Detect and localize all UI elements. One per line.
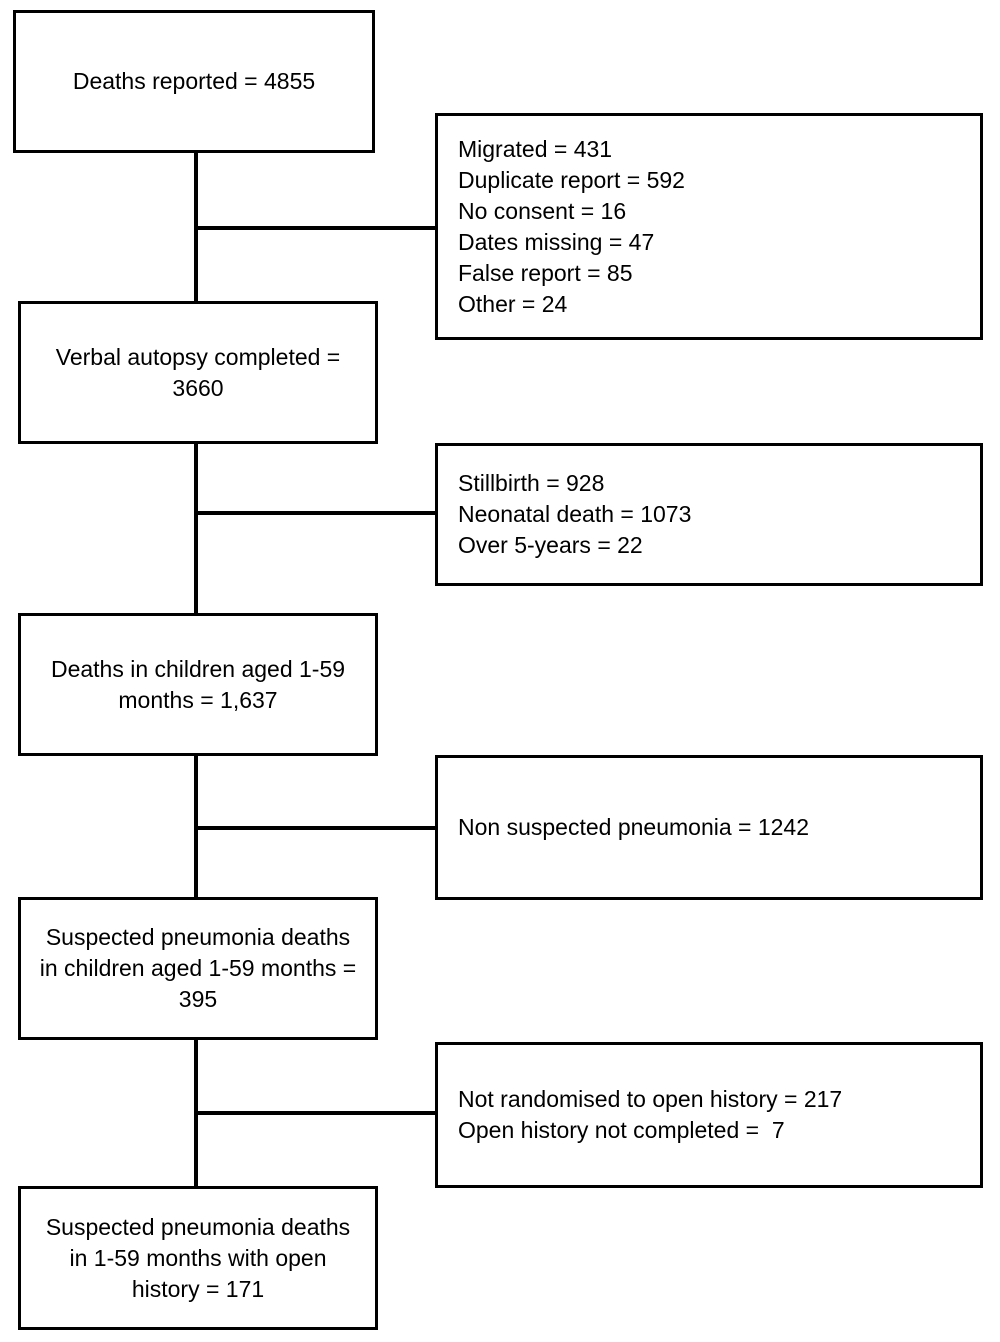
box-deaths-children-1-59-months-text: Deaths in children aged 1-59 months = 1,… bbox=[50, 655, 346, 713]
box-exclusions-age-group-text: Stillbirth = 928 Neonatal death = 1073 O… bbox=[458, 470, 692, 558]
box-exclusions-non-suspected-pneumonia-text: Non suspected pneumonia = 1242 bbox=[458, 814, 810, 840]
box-suspected-pneumonia-open-history-text: Suspected pneumonia deaths in 1-59 month… bbox=[45, 1213, 351, 1302]
connector-branch-1 bbox=[196, 226, 435, 230]
connector-vertical-2 bbox=[194, 444, 198, 613]
connector-branch-4 bbox=[196, 1111, 435, 1115]
connector-branch-3 bbox=[196, 826, 435, 830]
box-verbal-autopsy-completed-text: Verbal autopsy completed = 3660 bbox=[55, 343, 341, 401]
box-deaths-children-1-59-months: Deaths in children aged 1-59 months = 1,… bbox=[18, 613, 378, 756]
box-suspected-pneumonia-open-history: Suspected pneumonia deaths in 1-59 month… bbox=[18, 1186, 378, 1330]
box-exclusions-reporting: Migrated = 431 Duplicate report = 592 No… bbox=[435, 113, 983, 340]
box-verbal-autopsy-completed: Verbal autopsy completed = 3660 bbox=[18, 301, 378, 444]
box-exclusions-non-suspected-pneumonia: Non suspected pneumonia = 1242 bbox=[435, 755, 983, 900]
box-suspected-pneumonia-deaths-text: Suspected pneumonia deaths in children a… bbox=[39, 924, 357, 1012]
box-deaths-reported: Deaths reported = 4855 bbox=[13, 10, 375, 153]
box-suspected-pneumonia-deaths: Suspected pneumonia deaths in children a… bbox=[18, 897, 378, 1040]
box-exclusions-open-history: Not randomised to open history = 217 Ope… bbox=[435, 1042, 983, 1188]
box-deaths-reported-text: Deaths reported = 4855 bbox=[72, 68, 316, 94]
box-exclusions-age-group: Stillbirth = 928 Neonatal death = 1073 O… bbox=[435, 443, 983, 586]
box-exclusions-reporting-text: Migrated = 431 Duplicate report = 592 No… bbox=[458, 135, 685, 317]
box-exclusions-open-history-text: Not randomised to open history = 217 Ope… bbox=[458, 1086, 843, 1143]
connector-branch-2 bbox=[196, 511, 435, 515]
